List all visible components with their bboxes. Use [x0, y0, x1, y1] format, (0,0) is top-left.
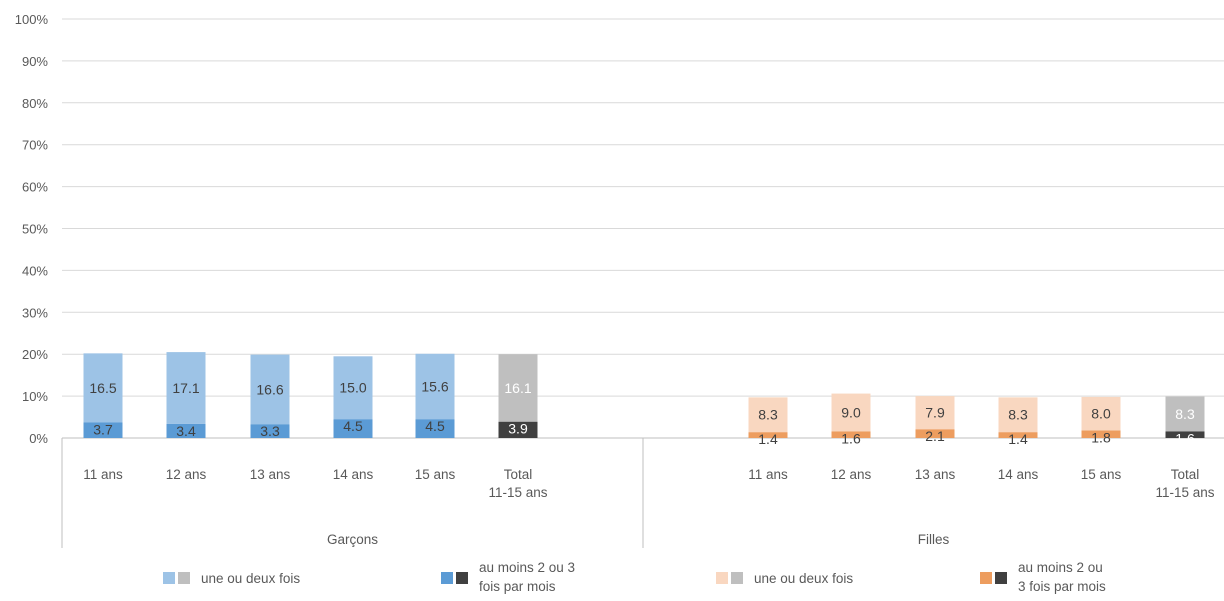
data-label-lower: 1.4	[1008, 431, 1028, 447]
bar-segment-upper	[915, 396, 955, 430]
bar-segment-lower	[415, 419, 455, 438]
bar-segment-lower	[998, 432, 1038, 438]
legend-swatch	[441, 572, 453, 584]
data-label-upper: 8.0	[1091, 406, 1111, 422]
x-category-label: 15 ans	[1081, 467, 1122, 482]
y-tick-label: 100%	[15, 12, 49, 27]
x-category-label: 11 ans	[83, 467, 123, 482]
x-category-label: 11 ans	[748, 467, 788, 482]
data-label-upper: 15.0	[339, 380, 366, 396]
y-tick-label: 70%	[22, 138, 48, 153]
legend-swatch	[178, 572, 190, 584]
x-category-label: 15 ans	[415, 467, 456, 482]
bar-segment-upper	[1081, 396, 1121, 431]
data-label-lower: 1.6	[1175, 430, 1195, 446]
y-tick-label: 80%	[22, 96, 48, 111]
bar-segment-lower	[83, 422, 123, 438]
y-tick-label: 10%	[22, 389, 48, 404]
legend-swatch	[163, 572, 175, 584]
y-tick-label: 30%	[22, 305, 48, 320]
group-label: Filles	[918, 532, 950, 547]
bar-segment-upper	[333, 356, 373, 420]
group-label: Garçons	[327, 532, 378, 547]
bar-segment-upper	[831, 393, 871, 432]
data-label-lower: 2.1	[925, 428, 945, 444]
x-category-label: 12 ans	[166, 467, 207, 482]
x-category-label: Total 11-15 ans	[1155, 467, 1214, 500]
legend-label: une ou deux fois	[201, 571, 300, 586]
bar-segment-lower	[915, 429, 955, 438]
data-label-lower: 1.4	[758, 431, 778, 447]
y-tick-label: 90%	[22, 54, 48, 69]
legend-swatch	[716, 572, 728, 584]
data-label-upper: 16.5	[89, 380, 116, 396]
y-tick-label: 60%	[22, 180, 48, 195]
legend-swatch	[995, 572, 1007, 584]
data-label-lower: 3.3	[260, 423, 280, 439]
x-category-label: 13 ans	[250, 467, 291, 482]
x-category-label: Total 11-15 ans	[488, 467, 547, 500]
data-label-lower: 1.8	[1091, 429, 1111, 445]
bar-segment-lower	[166, 423, 206, 438]
bar-segment-upper	[1165, 396, 1205, 432]
data-label-upper: 7.9	[925, 405, 945, 421]
data-label-lower: 4.5	[425, 418, 445, 434]
data-label-upper: 8.3	[758, 407, 778, 423]
y-tick-label: 20%	[22, 347, 48, 362]
bar-segment-upper	[166, 352, 206, 424]
legend-label: au moins 2 ou 3 fois par mois	[1018, 560, 1106, 594]
bar-segment-upper	[998, 397, 1038, 433]
legend-label: au moins 2 ou 3 fois par mois	[479, 560, 575, 594]
bar-segment-lower	[1165, 431, 1205, 438]
data-label-lower: 4.5	[343, 418, 363, 434]
y-tick-label: 50%	[22, 222, 48, 237]
y-tick-label: 40%	[22, 263, 48, 278]
data-label-upper: 8.3	[1175, 406, 1195, 422]
bar-segment-lower	[748, 432, 788, 438]
bar-segment-lower	[1081, 430, 1121, 438]
y-tick-label: 0%	[29, 431, 48, 446]
legend-swatch	[980, 572, 992, 584]
data-label-lower: 3.9	[508, 421, 528, 437]
data-label-upper: 8.3	[1008, 407, 1028, 423]
bar-segment-lower	[831, 431, 871, 438]
data-label-upper: 16.6	[256, 381, 283, 397]
x-category-label: 12 ans	[831, 467, 872, 482]
data-label-upper: 15.6	[421, 378, 448, 394]
x-category-label: 14 ans	[998, 467, 1039, 482]
data-label-upper: 17.1	[172, 380, 199, 396]
bar-segment-upper	[415, 353, 455, 420]
data-label-upper: 16.1	[504, 380, 531, 396]
data-label-lower: 3.7	[93, 421, 113, 437]
data-label-upper: 9.0	[841, 404, 861, 420]
bar-segment-upper	[250, 354, 290, 425]
legend-label: une ou deux fois	[754, 571, 853, 586]
x-category-label: 14 ans	[333, 467, 374, 482]
x-category-label: 13 ans	[915, 467, 956, 482]
bar-segment-upper	[83, 353, 123, 423]
bar-segment-lower	[333, 419, 373, 438]
legend-swatch	[731, 572, 743, 584]
bar-segment-lower	[498, 421, 538, 438]
data-label-lower: 3.4	[176, 423, 196, 439]
bar-segment-lower	[250, 424, 290, 438]
bar-segment-upper	[498, 354, 538, 422]
data-label-lower: 1.6	[841, 430, 861, 446]
legend-swatch	[456, 572, 468, 584]
bar-segment-upper	[748, 397, 788, 433]
